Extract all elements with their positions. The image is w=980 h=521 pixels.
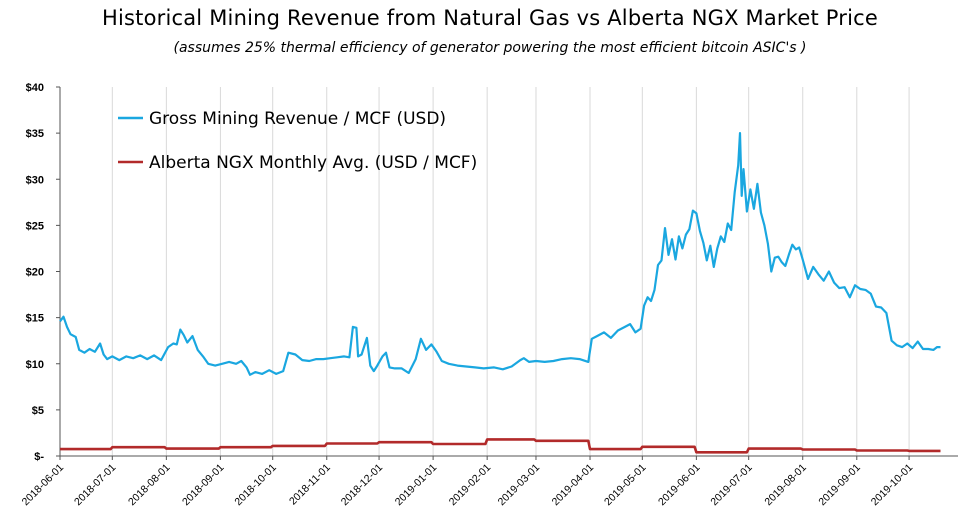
y-tick-label: $30 — [26, 174, 44, 186]
x-tick-label: 2019-04-01 — [550, 462, 597, 509]
axes — [56, 86, 958, 460]
x-tick-label: 2019-01-01 — [393, 462, 440, 509]
x-tick-label: 2019-06-01 — [656, 462, 703, 509]
series-line-revenue — [59, 132, 941, 376]
chart-title: Historical Mining Revenue from Natural G… — [101, 6, 879, 30]
grid-lines — [59, 87, 910, 456]
legend-label-revenue: Gross Mining Revenue / MCF (USD) — [149, 109, 446, 129]
chart-subtitle: (assumes 25% thermal efficiency of gener… — [173, 40, 807, 56]
x-tick-label: 2018-11-01 — [287, 462, 333, 508]
y-tick-label: $- — [34, 451, 44, 463]
y-tick-labels: $- $5 $10 $15 $20 $25 $30 $35 $40 — [26, 82, 45, 463]
y-tick-label: $5 — [32, 405, 44, 417]
x-tick-label: 2019-09-01 — [816, 462, 863, 509]
y-tick-label: $20 — [26, 267, 44, 279]
legend: Gross Mining Revenue / MCF (USD) Alberta… — [118, 109, 477, 173]
y-tick-label: $10 — [26, 359, 44, 371]
x-tick-label: 2019-07-01 — [708, 462, 755, 509]
x-tick-label: 2018-12-01 — [339, 462, 386, 509]
x-tick-label: 2019-03-01 — [496, 462, 543, 509]
y-tick-label: $25 — [26, 220, 44, 232]
y-tick-label: $40 — [26, 82, 44, 94]
legend-label-ngx: Alberta NGX Monthly Avg. (USD / MCF) — [149, 153, 477, 173]
x-tick-label: 2018-06-01 — [20, 462, 67, 509]
x-tick-labels: 2018-06-01 2018-07-01 2018-08-01 2018-09-01… — [20, 462, 916, 509]
x-tick-label: 2019-10-01 — [869, 462, 916, 509]
x-tick-label: 2018-09-01 — [180, 462, 227, 509]
series-line-ngx — [60, 438, 941, 454]
series-lines — [59, 132, 941, 454]
x-tick-label: 2019-08-01 — [762, 462, 809, 509]
x-tick-label: 2018-08-01 — [126, 462, 173, 509]
y-tick-label: $35 — [26, 128, 44, 140]
y-tick-label: $15 — [26, 313, 44, 325]
x-tick-label: 2018-10-01 — [232, 462, 279, 509]
x-tick-label: 2019-05-01 — [602, 462, 649, 509]
x-tick-label: 2018-07-01 — [72, 462, 119, 509]
x-tick-label: 2019-02-01 — [447, 462, 494, 509]
